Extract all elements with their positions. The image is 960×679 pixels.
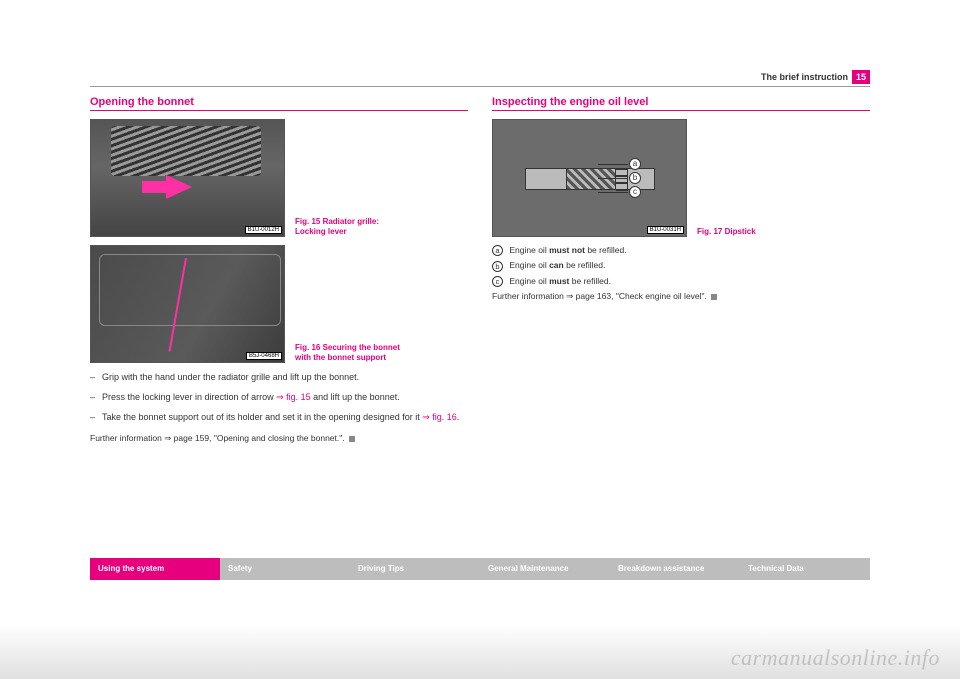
leader-a-icon xyxy=(598,164,628,165)
figure-16-art xyxy=(91,246,284,362)
oil-c-strong: must xyxy=(549,276,569,286)
label-c: c xyxy=(629,186,641,198)
step-2-post: and lift up the bonnet. xyxy=(311,392,400,402)
left-section-title: Opening the bonnet xyxy=(90,96,468,111)
label-b: b xyxy=(629,172,641,184)
figure-16: B5J-0468H xyxy=(90,245,285,363)
figure-17-row: a b c B1U-0031H Fig. 17 Dipstick xyxy=(492,119,870,237)
footer-item-driving[interactable]: Driving Tips xyxy=(350,558,480,580)
oil-line-c: c Engine oil must be refilled. xyxy=(492,276,870,287)
left-column: Opening the bonnet B1U-0012H Fig. 15 Rad… xyxy=(90,96,468,449)
steps-list: Grip with the hand under the radiator gr… xyxy=(90,371,468,423)
step-3-ref: ⇒ fig. 16 xyxy=(422,412,457,422)
figure-15-caption-a: Fig. 15 Radiator grille: xyxy=(295,217,379,226)
footer-nav: Using the system Safety Driving Tips Gen… xyxy=(90,558,870,580)
step-2-pre: Press the locking lever in direction of … xyxy=(102,392,276,402)
dipstick-hatch-icon xyxy=(566,169,616,189)
figure-16-caption-a: Fig. 16 Securing the bonnet xyxy=(295,343,400,352)
oil-a-post: be refilled. xyxy=(585,245,627,255)
right-further-info: Further information ⇒ page 163, "Check e… xyxy=(492,291,870,302)
oil-a-pre: Engine oil xyxy=(509,245,549,255)
end-square-icon xyxy=(711,294,717,300)
figure-15: B1U-0012H xyxy=(90,119,285,237)
figure-16-row: B5J-0468H Fig. 16 Securing the bonnet wi… xyxy=(90,245,468,363)
footer-item-safety[interactable]: Safety xyxy=(220,558,350,580)
oil-line-b: b Engine oil can be refilled. xyxy=(492,260,870,271)
step-3-post: . xyxy=(457,412,460,422)
header-rule xyxy=(90,86,870,87)
leader-b-icon xyxy=(598,178,628,179)
bracket-a-icon xyxy=(616,169,628,176)
oil-c-post: be refilled. xyxy=(569,276,611,286)
step-3: Take the bonnet support out of its holde… xyxy=(90,411,468,423)
page-header: The brief instruction 15 xyxy=(90,72,870,90)
left-further-info: Further information ⇒ page 159, "Opening… xyxy=(90,433,468,444)
figure-15-caption-b: Locking lever xyxy=(295,227,347,236)
circle-b-icon: b xyxy=(492,261,503,272)
step-1-text: Grip with the hand under the radiator gr… xyxy=(102,372,359,382)
figure-17-badge: B1U-0031H xyxy=(647,226,684,234)
step-2: Press the locking lever in direction of … xyxy=(90,391,468,403)
circle-c-icon: c xyxy=(492,276,503,287)
footer-item-breakdown[interactable]: Breakdown assistance xyxy=(610,558,740,580)
leader-c-icon xyxy=(598,192,628,193)
header-section-title: The brief instruction xyxy=(761,72,848,82)
oil-b-pre: Engine oil xyxy=(509,260,549,270)
figure-17: a b c B1U-0031H xyxy=(492,119,687,237)
watermark: carmanualsonline.info xyxy=(731,645,940,671)
oil-a-strong: must not xyxy=(549,245,585,255)
figure-16-caption-b: with the bonnet support xyxy=(295,353,386,362)
page-number-badge: 15 xyxy=(852,70,870,84)
right-column: Inspecting the engine oil level a b xyxy=(492,96,870,449)
footer-item-maintenance[interactable]: General Maintenance xyxy=(480,558,610,580)
footer-item-technical[interactable]: Technical Data xyxy=(740,558,870,580)
left-further-text: Further information ⇒ page 159, "Opening… xyxy=(90,433,345,443)
figure-17-caption: Fig. 17 Dipstick xyxy=(697,227,756,237)
step-3-pre: Take the bonnet support out of its holde… xyxy=(102,412,422,422)
page: The brief instruction 15 Opening the bon… xyxy=(90,72,870,607)
step-1: Grip with the hand under the radiator gr… xyxy=(90,371,468,383)
oil-b-post: be refilled. xyxy=(564,260,606,270)
figure-15-arrow-icon xyxy=(166,175,192,199)
figure-15-badge: B1U-0012H xyxy=(245,226,282,234)
oil-b-strong: can xyxy=(549,260,564,270)
label-a: a xyxy=(629,158,641,170)
end-square-icon xyxy=(349,436,355,442)
step-2-ref: ⇒ fig. 15 xyxy=(276,392,311,402)
oil-line-a: a Engine oil must not be refilled. xyxy=(492,245,870,256)
right-further-text: Further information ⇒ page 163, "Check e… xyxy=(492,291,707,301)
content-columns: Opening the bonnet B1U-0012H Fig. 15 Rad… xyxy=(90,96,870,449)
right-section-title: Inspecting the engine oil level xyxy=(492,96,870,111)
bracket-c-icon xyxy=(616,183,628,191)
oil-c-pre: Engine oil xyxy=(509,276,549,286)
figure-15-caption: Fig. 15 Radiator grille: Locking lever xyxy=(295,217,379,237)
figure-16-badge: B5J-0468H xyxy=(246,352,282,360)
figure-16-caption: Fig. 16 Securing the bonnet with the bon… xyxy=(295,343,400,363)
circle-a-icon: a xyxy=(492,245,503,256)
footer-item-using[interactable]: Using the system xyxy=(90,558,220,580)
figure-15-row: B1U-0012H Fig. 15 Radiator grille: Locki… xyxy=(90,119,468,237)
